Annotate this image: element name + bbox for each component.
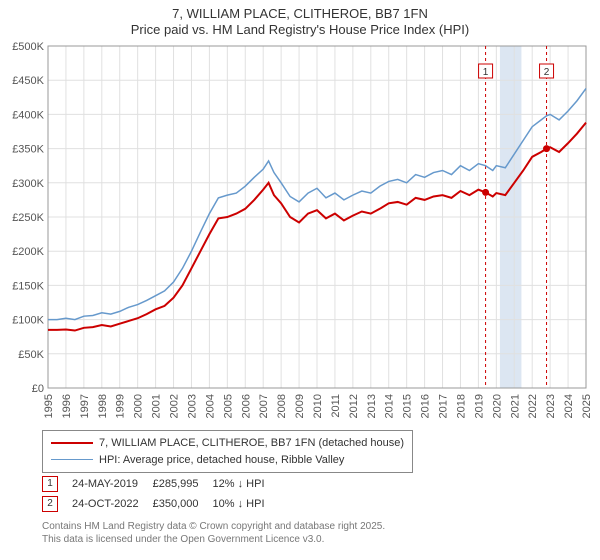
- legend: 7, WILLIAM PLACE, CLITHEROE, BB7 1FN (de…: [42, 430, 413, 473]
- svg-text:2001: 2001: [151, 394, 163, 418]
- svg-text:£50K: £50K: [18, 349, 44, 361]
- line-chart: £0 £50K £100K £150K £200K £250K £300K £350K £400…: [8, 42, 592, 422]
- svg-text:2003: 2003: [186, 394, 198, 418]
- legend-label-property: 7, WILLIAM PLACE, CLITHEROE, BB7 1FN (de…: [99, 437, 404, 449]
- svg-text:1995: 1995: [43, 394, 55, 418]
- svg-text:£400K: £400K: [12, 109, 44, 121]
- svg-text:1999: 1999: [115, 394, 127, 418]
- svg-text:2000: 2000: [133, 394, 145, 418]
- svg-text:£450K: £450K: [12, 75, 44, 87]
- title-line2: Price paid vs. HM Land Registry's House …: [0, 22, 600, 38]
- title-line1: 7, WILLIAM PLACE, CLITHEROE, BB7 1FN: [0, 6, 600, 22]
- svg-text:2: 2: [544, 67, 550, 78]
- event-marker: 1: [42, 476, 58, 492]
- svg-text:£0: £0: [32, 383, 44, 395]
- svg-text:2023: 2023: [545, 394, 557, 418]
- event-delta: 10% ↓ HPI: [213, 494, 279, 514]
- chart-area: £0 £50K £100K £150K £200K £250K £300K £350K £400…: [8, 42, 592, 422]
- svg-text:2020: 2020: [491, 394, 503, 418]
- svg-text:2016: 2016: [420, 394, 432, 418]
- svg-text:2005: 2005: [222, 394, 234, 418]
- svg-text:£100K: £100K: [12, 315, 44, 327]
- event-marker: 2: [42, 496, 58, 512]
- svg-text:2025: 2025: [581, 394, 592, 418]
- event-date: 24-MAY-2019: [72, 474, 153, 494]
- svg-text:2024: 2024: [563, 394, 575, 418]
- footnote-line2: This data is licensed under the Open Gov…: [42, 533, 385, 546]
- svg-text:2017: 2017: [438, 394, 450, 418]
- svg-text:£200K: £200K: [12, 246, 44, 258]
- svg-text:£350K: £350K: [12, 144, 44, 156]
- svg-text:2008: 2008: [276, 394, 288, 418]
- legend-item-property: 7, WILLIAM PLACE, CLITHEROE, BB7 1FN (de…: [51, 435, 404, 452]
- event-price: £285,995: [153, 474, 213, 494]
- events-table: 1 24-MAY-2019 £285,995 12% ↓ HPI 2 24-OC…: [42, 474, 279, 514]
- svg-text:1997: 1997: [79, 394, 91, 418]
- svg-text:1996: 1996: [61, 394, 73, 418]
- svg-text:£250K: £250K: [12, 212, 44, 224]
- svg-text:2018: 2018: [455, 394, 467, 418]
- svg-text:2014: 2014: [384, 394, 396, 418]
- svg-text:2022: 2022: [527, 394, 539, 418]
- footnote: Contains HM Land Registry data © Crown c…: [42, 520, 385, 546]
- legend-swatch-property: [51, 442, 93, 444]
- svg-text:2007: 2007: [258, 394, 270, 418]
- svg-text:2010: 2010: [312, 394, 324, 418]
- svg-text:2006: 2006: [240, 394, 252, 418]
- svg-text:£500K: £500K: [12, 42, 44, 53]
- svg-text:2015: 2015: [402, 394, 414, 418]
- footnote-line1: Contains HM Land Registry data © Crown c…: [42, 520, 385, 533]
- svg-text:2013: 2013: [366, 394, 378, 418]
- svg-text:£300K: £300K: [12, 178, 44, 190]
- legend-item-hpi: HPI: Average price, detached house, Ribb…: [51, 452, 404, 469]
- event-row: 1 24-MAY-2019 £285,995 12% ↓ HPI: [42, 474, 279, 494]
- event-delta: 12% ↓ HPI: [213, 474, 279, 494]
- svg-text:2011: 2011: [330, 394, 342, 418]
- svg-text:2009: 2009: [294, 394, 306, 418]
- legend-label-hpi: HPI: Average price, detached house, Ribb…: [99, 454, 344, 466]
- svg-text:1: 1: [483, 67, 489, 78]
- svg-text:2019: 2019: [473, 394, 485, 418]
- svg-text:£150K: £150K: [12, 280, 44, 292]
- legend-swatch-hpi: [51, 459, 93, 460]
- svg-text:2021: 2021: [509, 394, 521, 418]
- svg-text:2012: 2012: [348, 394, 360, 418]
- event-price: £350,000: [153, 494, 213, 514]
- event-row: 2 24-OCT-2022 £350,000 10% ↓ HPI: [42, 494, 279, 514]
- svg-text:2004: 2004: [204, 394, 216, 418]
- chart-title-block: 7, WILLIAM PLACE, CLITHEROE, BB7 1FN Pri…: [0, 0, 600, 39]
- svg-text:1998: 1998: [97, 394, 109, 418]
- event-date: 24-OCT-2022: [72, 494, 153, 514]
- svg-text:2002: 2002: [169, 394, 181, 418]
